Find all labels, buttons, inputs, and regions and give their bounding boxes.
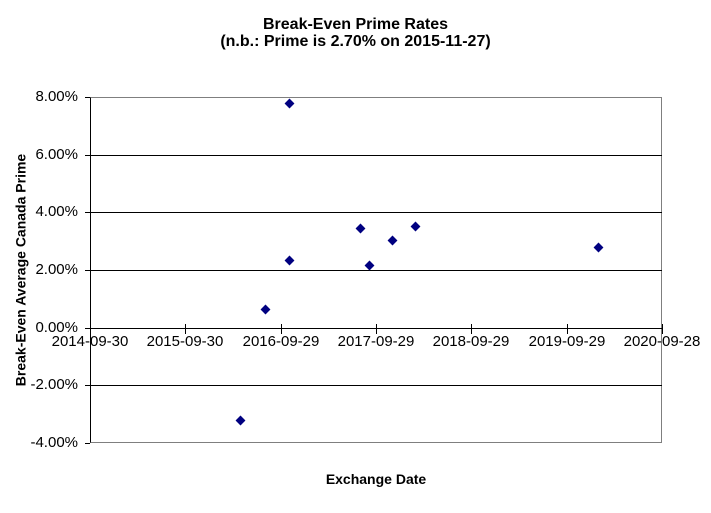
y-tick-label: 8.00% xyxy=(35,88,78,105)
y-gridline xyxy=(90,155,662,156)
y-tick-label: 0.00% xyxy=(35,319,78,336)
y-axis-tick xyxy=(85,212,90,213)
y-axis-tick xyxy=(85,155,90,156)
x-axis-tick xyxy=(376,324,377,334)
y-gridline xyxy=(90,212,662,213)
y-axis-tick xyxy=(85,385,90,386)
x-axis-title: Exchange Date xyxy=(325,471,427,487)
x-tick-label: 2016-09-29 xyxy=(242,333,320,350)
x-tick-label: 2018-09-29 xyxy=(432,333,510,350)
y-axis-tick xyxy=(85,328,90,329)
x-tick-label: 2017-09-29 xyxy=(337,333,415,350)
y-axis-tick xyxy=(85,443,90,444)
x-axis-tick xyxy=(567,324,568,334)
y-gridline xyxy=(90,385,662,386)
y-tick-label: -4.00% xyxy=(30,434,78,451)
y-tick-label: 2.00% xyxy=(35,261,78,278)
x-axis-tick xyxy=(662,324,663,334)
x-axis-tick xyxy=(185,324,186,334)
x-tick-label: 2019-09-29 xyxy=(528,333,606,350)
y-tick-label: -2.00% xyxy=(30,376,78,393)
y-axis-tick xyxy=(85,270,90,271)
chart-title: Break-Even Prime Rates (n.b.: Prime is 2… xyxy=(0,16,711,50)
x-axis-tick xyxy=(281,324,282,334)
y-tick-label: 6.00% xyxy=(35,146,78,163)
chart-title-line1: Break-Even Prime Rates xyxy=(263,16,448,33)
y-axis-tick xyxy=(85,97,90,98)
x-axis-tick xyxy=(90,324,91,334)
x-tick-label: 2015-09-30 xyxy=(146,333,224,350)
x-tick-label: 2014-09-30 xyxy=(51,333,129,350)
y-tick-label: 4.00% xyxy=(35,203,78,220)
chart-title-line2: (n.b.: Prime is 2.70% on 2015-11-27) xyxy=(220,33,491,50)
y-gridline xyxy=(90,270,662,271)
x-tick-label: 2020-09-28 xyxy=(623,333,701,350)
x-axis-tick xyxy=(471,324,472,334)
